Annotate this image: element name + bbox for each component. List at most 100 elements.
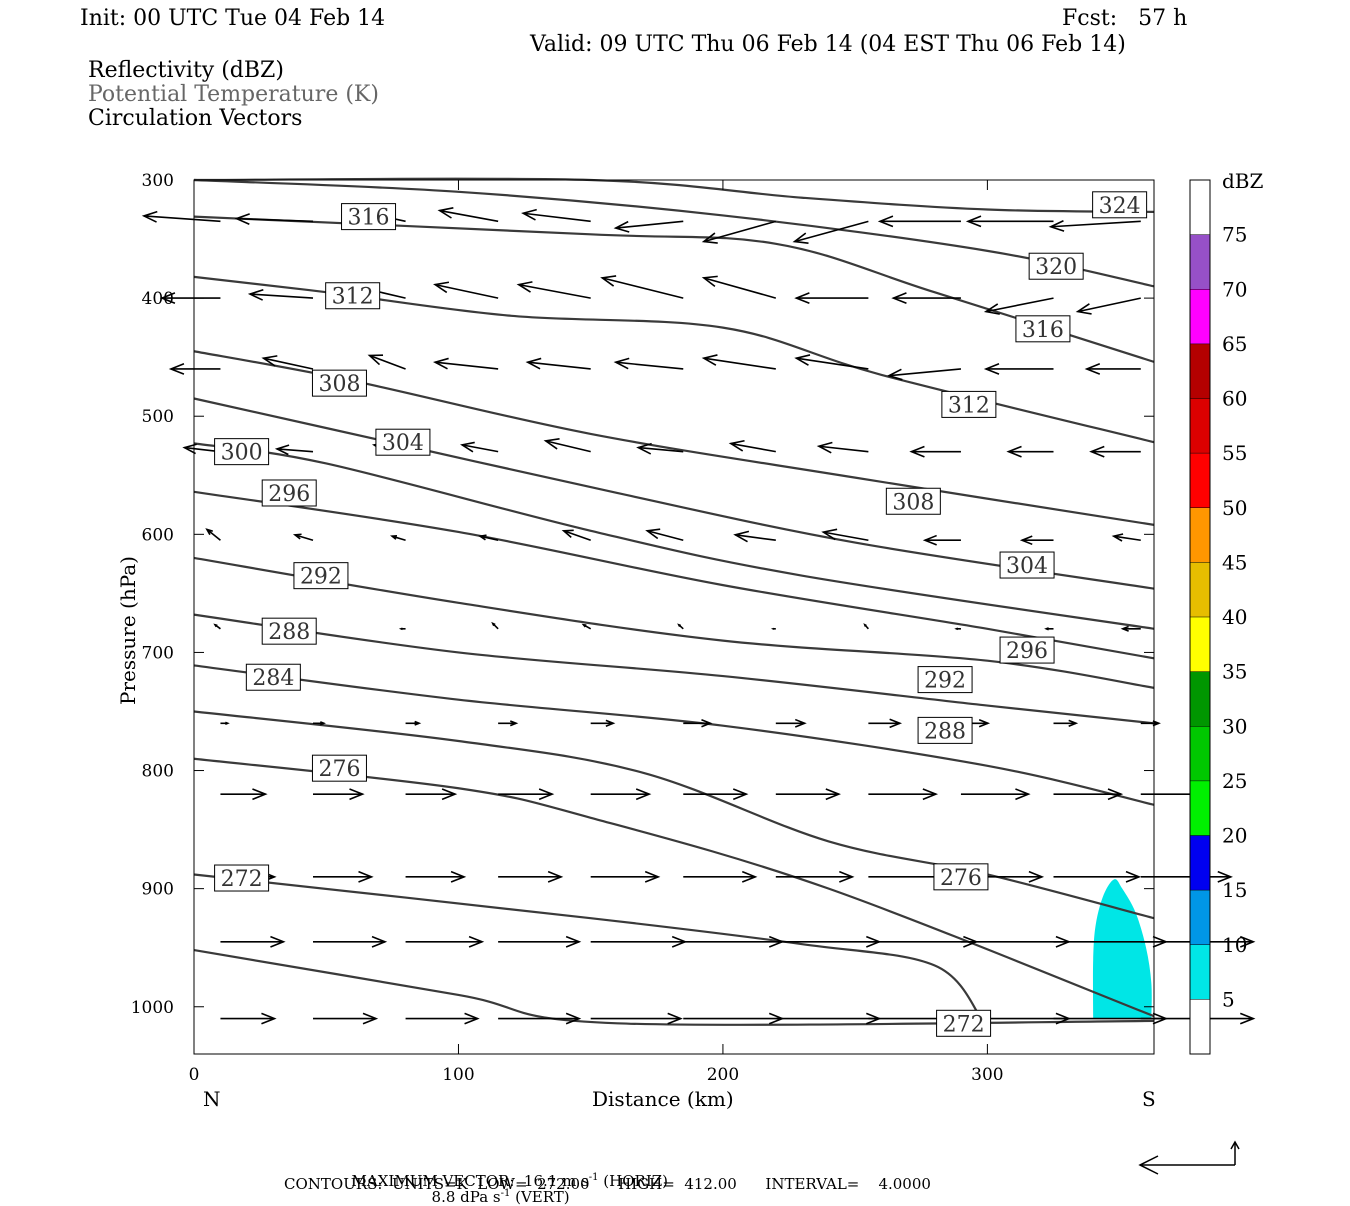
colorbar-label: 30 xyxy=(1222,714,1247,738)
vector-head xyxy=(141,210,158,223)
theta-label-box xyxy=(917,716,973,744)
circulation-vector xyxy=(1089,445,1141,458)
circulation-vector xyxy=(590,1012,683,1025)
reflectivity-area xyxy=(1092,879,1152,1019)
vector-shaft xyxy=(1050,220,1141,228)
vector-head xyxy=(1152,720,1161,727)
circulation-vector xyxy=(543,438,591,453)
circulation-vector xyxy=(390,534,406,541)
circulation-vector xyxy=(792,220,869,244)
vector-head xyxy=(677,623,682,628)
theta-label-box xyxy=(311,369,367,397)
vector-head xyxy=(509,720,519,727)
circulation-vector xyxy=(683,719,713,728)
colorbar-swatch xyxy=(1190,890,1210,945)
circulation-vector xyxy=(1053,788,1124,801)
circulation-vector xyxy=(1140,720,1161,727)
theta-label-272: 272 xyxy=(214,864,270,892)
vector-shaft xyxy=(563,530,591,541)
vector-head xyxy=(1217,870,1233,883)
circulation-vector xyxy=(313,788,365,801)
colorbar-label: 25 xyxy=(1222,769,1247,793)
forecast-hour: Fcst: 57 h xyxy=(1062,6,1188,31)
vector-shaft xyxy=(1113,535,1141,542)
theta-label-text: 272 xyxy=(943,1012,985,1037)
theta-label-text: 276 xyxy=(940,866,982,891)
circulation-vector xyxy=(234,213,314,226)
y-tick-label: 600 xyxy=(142,525,174,545)
vector-head xyxy=(741,870,758,883)
vector-shaft xyxy=(615,220,684,229)
theta-label-box xyxy=(341,203,397,231)
vector-head xyxy=(213,623,218,628)
theta-label-text: 304 xyxy=(1006,554,1048,579)
circulation-vector xyxy=(965,215,1054,228)
circulation-vector xyxy=(213,623,221,630)
vector-head xyxy=(270,935,286,948)
x-tick-label: 300 xyxy=(971,1065,1003,1085)
colorbar-label: 50 xyxy=(1222,496,1247,520)
vector-head xyxy=(978,719,991,728)
vector-shaft xyxy=(730,442,776,453)
vector-head xyxy=(371,935,388,948)
colorbar-unit: dBZ xyxy=(1222,169,1264,193)
vector-shaft xyxy=(294,534,314,541)
vector-shaft xyxy=(249,293,314,299)
theta-label-324: 324 xyxy=(1092,191,1148,219)
vector-head xyxy=(909,445,925,458)
theta-label-box xyxy=(311,754,367,782)
circulation-vector xyxy=(521,208,591,223)
vector-head xyxy=(437,207,454,219)
theta-label-box xyxy=(245,663,301,691)
vector-head xyxy=(821,528,838,541)
theta-label-272: 272 xyxy=(936,1009,992,1037)
vector-head xyxy=(701,719,713,728)
vector-shaft xyxy=(479,535,499,542)
circulation-vector xyxy=(247,288,314,301)
vector-head xyxy=(613,357,630,370)
circulation-vector xyxy=(220,1012,277,1025)
circulation-vector xyxy=(261,355,314,370)
max-vector-horiz-label: (HORIZ) xyxy=(598,1172,669,1190)
theta-label-text: 292 xyxy=(300,565,342,590)
vector-shaft xyxy=(823,531,869,542)
theta-label-284: 284 xyxy=(245,663,301,691)
circulation-vector xyxy=(498,1012,582,1025)
vector-head xyxy=(922,788,939,801)
vector-head xyxy=(292,533,302,540)
vector-head xyxy=(794,354,811,366)
circulation-vector xyxy=(960,788,1031,801)
circulation-vector xyxy=(701,275,777,299)
vector-head xyxy=(581,623,587,628)
theta-contour-324 xyxy=(193,177,1155,213)
theta-label-308: 308 xyxy=(311,369,367,397)
circulation-vector xyxy=(613,357,684,370)
colorbar-label: 20 xyxy=(1222,824,1247,848)
circulation-vector xyxy=(701,354,776,370)
y-tick-label: 1000 xyxy=(131,998,174,1018)
circulation-vector xyxy=(437,207,499,223)
theta-label-text: 312 xyxy=(332,285,374,310)
vector-shaft xyxy=(545,440,591,453)
vector-head xyxy=(261,1012,277,1025)
colorbar-label: 65 xyxy=(1222,332,1247,356)
vector-head xyxy=(825,788,841,801)
circulation-vector xyxy=(159,292,221,305)
vector-head xyxy=(464,1012,480,1025)
theta-label-box xyxy=(214,438,270,466)
circulation-vector xyxy=(816,441,869,454)
circulation-vector xyxy=(1053,719,1079,727)
vector-shaft xyxy=(369,354,406,370)
vector-head xyxy=(792,232,809,244)
vector-head xyxy=(794,718,807,728)
vector-head xyxy=(1019,535,1033,546)
vector-head xyxy=(561,529,574,538)
vector-head xyxy=(349,788,365,801)
circulation-vector xyxy=(590,788,652,801)
x-tick-label: 200 xyxy=(707,1065,739,1085)
y-tick-label: 900 xyxy=(142,880,174,900)
vector-head xyxy=(954,627,959,631)
vector-head xyxy=(168,363,185,375)
vector-head xyxy=(816,441,833,454)
colorbar-swatch xyxy=(1190,289,1210,344)
